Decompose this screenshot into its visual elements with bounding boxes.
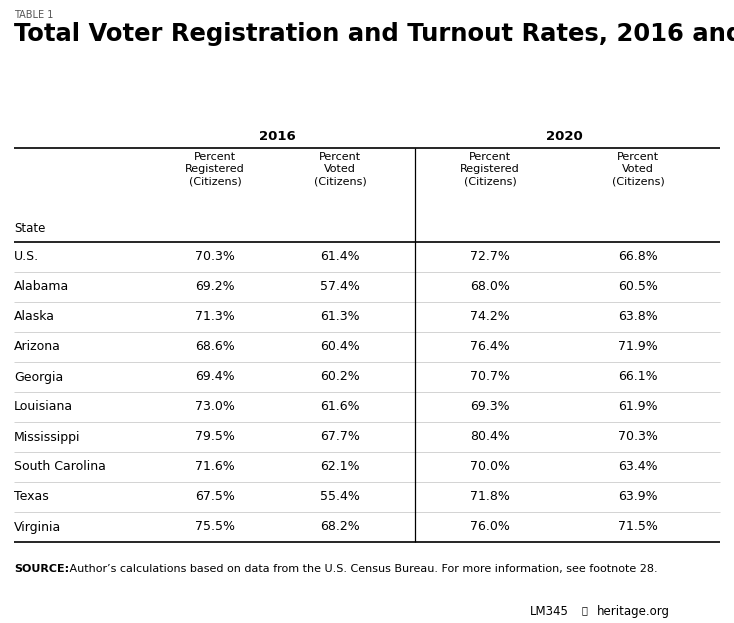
Text: Percent
Registered
(Citizens): Percent Registered (Citizens) — [460, 152, 520, 187]
Text: 71.5%: 71.5% — [618, 520, 658, 533]
Text: 76.0%: 76.0% — [470, 520, 510, 533]
Text: 70.3%: 70.3% — [195, 250, 235, 264]
Text: 80.4%: 80.4% — [470, 430, 510, 444]
Text: 69.2%: 69.2% — [195, 280, 235, 293]
Text: 76.4%: 76.4% — [470, 341, 510, 353]
Text: 69.3%: 69.3% — [470, 401, 510, 414]
Text: 60.4%: 60.4% — [320, 341, 360, 353]
Text: Author’s calculations based on data from the U.S. Census Bureau. For more inform: Author’s calculations based on data from… — [66, 564, 658, 574]
Text: 61.4%: 61.4% — [320, 250, 360, 264]
Text: TABLE 1: TABLE 1 — [14, 10, 54, 20]
Text: 74.2%: 74.2% — [470, 310, 510, 323]
Text: 2020: 2020 — [545, 130, 582, 143]
Text: Percent
Voted
(Citizens): Percent Voted (Citizens) — [611, 152, 664, 187]
Text: 63.8%: 63.8% — [618, 310, 658, 323]
Text: 71.9%: 71.9% — [618, 341, 658, 353]
Text: 75.5%: 75.5% — [195, 520, 235, 533]
Text: 61.6%: 61.6% — [320, 401, 360, 414]
Text: 60.5%: 60.5% — [618, 280, 658, 293]
Text: Virginia: Virginia — [14, 520, 61, 533]
Text: 61.3%: 61.3% — [320, 310, 360, 323]
Text: Total Voter Registration and Turnout Rates, 2016 and 2020: Total Voter Registration and Turnout Rat… — [14, 22, 734, 46]
Text: 55.4%: 55.4% — [320, 490, 360, 503]
Text: LM345: LM345 — [530, 605, 569, 618]
Text: 67.5%: 67.5% — [195, 490, 235, 503]
Text: Percent
Voted
(Citizens): Percent Voted (Citizens) — [313, 152, 366, 187]
Text: 66.1%: 66.1% — [618, 371, 658, 384]
Text: Texas: Texas — [14, 490, 48, 503]
Text: 67.7%: 67.7% — [320, 430, 360, 444]
Text: Alabama: Alabama — [14, 280, 69, 293]
Text: 70.0%: 70.0% — [470, 460, 510, 473]
Text: 71.6%: 71.6% — [195, 460, 235, 473]
Text: 71.8%: 71.8% — [470, 490, 510, 503]
Text: South Carolina: South Carolina — [14, 460, 106, 473]
Text: State: State — [14, 222, 46, 235]
Text: Mississippi: Mississippi — [14, 430, 81, 444]
Text: 69.4%: 69.4% — [195, 371, 235, 384]
Text: 62.1%: 62.1% — [320, 460, 360, 473]
Text: U.S.: U.S. — [14, 250, 39, 264]
Text: Georgia: Georgia — [14, 371, 63, 384]
Text: SOURCE:: SOURCE: — [14, 564, 69, 574]
Text: 71.3%: 71.3% — [195, 310, 235, 323]
Text: Arizona: Arizona — [14, 341, 61, 353]
Text: 73.0%: 73.0% — [195, 401, 235, 414]
Text: Alaska: Alaska — [14, 310, 55, 323]
Text: Percent
Registered
(Citizens): Percent Registered (Citizens) — [185, 152, 245, 187]
Text: 63.9%: 63.9% — [618, 490, 658, 503]
Text: Louisiana: Louisiana — [14, 401, 73, 414]
Text: heritage.org: heritage.org — [597, 605, 670, 618]
Text: 🔒: 🔒 — [582, 605, 588, 615]
Text: 57.4%: 57.4% — [320, 280, 360, 293]
Text: 68.0%: 68.0% — [470, 280, 510, 293]
Text: 60.2%: 60.2% — [320, 371, 360, 384]
Text: 70.7%: 70.7% — [470, 371, 510, 384]
Text: 2016: 2016 — [259, 130, 296, 143]
Text: 68.6%: 68.6% — [195, 341, 235, 353]
Text: 70.3%: 70.3% — [618, 430, 658, 444]
Text: 68.2%: 68.2% — [320, 520, 360, 533]
Text: 66.8%: 66.8% — [618, 250, 658, 264]
Text: 61.9%: 61.9% — [618, 401, 658, 414]
Text: 79.5%: 79.5% — [195, 430, 235, 444]
Text: 63.4%: 63.4% — [618, 460, 658, 473]
Text: 72.7%: 72.7% — [470, 250, 510, 264]
